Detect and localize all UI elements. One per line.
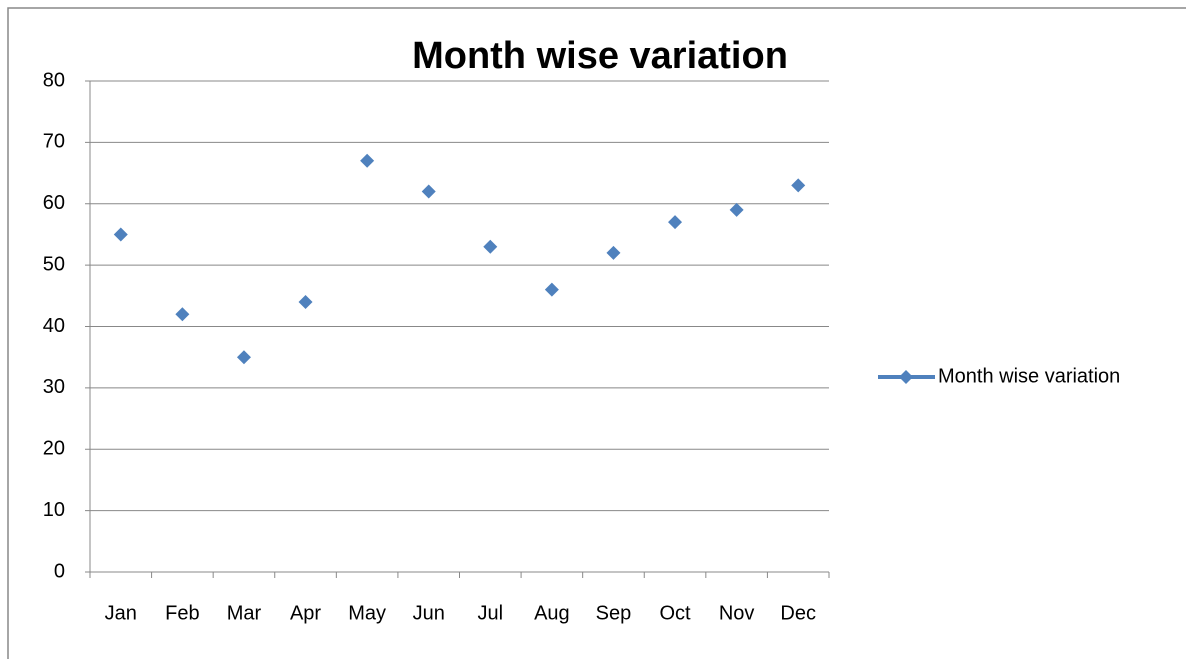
y-tick-label: 30	[43, 376, 65, 398]
x-tick-label: Mar	[227, 602, 262, 624]
x-tick-label: Jan	[105, 602, 137, 624]
data-point	[113, 227, 128, 242]
data-point	[729, 202, 744, 217]
legend-label: Month wise variation	[938, 365, 1120, 387]
data-point	[668, 215, 683, 230]
x-tick-label: Nov	[719, 602, 755, 624]
x-tick-label: Aug	[534, 602, 570, 624]
data-point	[606, 245, 621, 260]
x-tick-label: Feb	[165, 602, 199, 624]
y-tick-label: 20	[43, 438, 65, 460]
y-tick-label: 10	[43, 499, 65, 521]
x-tick-label: Jul	[478, 602, 504, 624]
y-tick-label: 50	[43, 253, 65, 275]
x-tick-label: Oct	[659, 602, 691, 624]
y-tick-label: 40	[43, 315, 65, 337]
data-point	[298, 294, 313, 309]
chart-border	[7, 7, 1186, 659]
y-tick-label: 70	[43, 131, 65, 153]
x-tick-label: May	[348, 602, 386, 624]
x-tick-label: Apr	[290, 602, 321, 624]
data-point	[483, 239, 498, 254]
legend-marker	[899, 370, 913, 384]
y-tick-label: 80	[43, 69, 65, 91]
data-point	[421, 184, 436, 199]
data-point	[791, 178, 806, 193]
data-point	[236, 350, 251, 365]
y-tick-label: 0	[54, 560, 65, 582]
x-tick-label: Jun	[413, 602, 445, 624]
data-point	[360, 153, 375, 168]
x-tick-label: Dec	[780, 602, 816, 624]
x-tick-label: Sep	[596, 602, 632, 624]
data-point	[175, 307, 190, 322]
chart-title: Month wise variation	[412, 35, 788, 77]
y-tick-label: 60	[43, 192, 65, 214]
data-point	[544, 282, 559, 297]
